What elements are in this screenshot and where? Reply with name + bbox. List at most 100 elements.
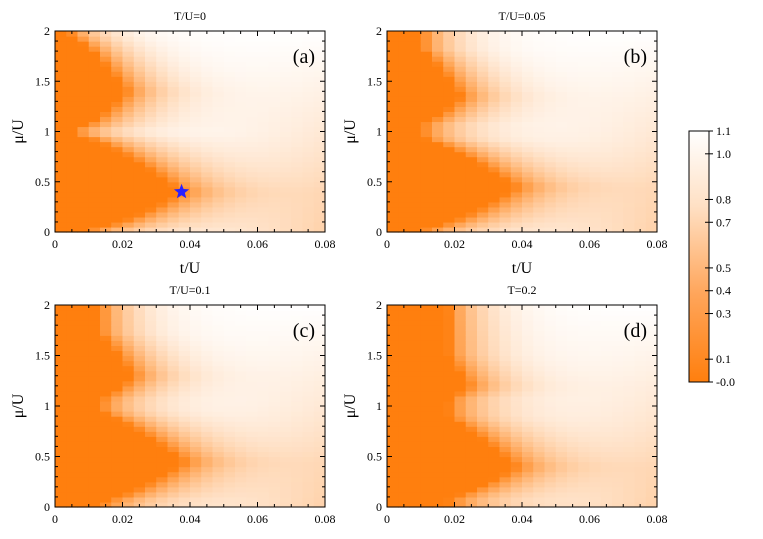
heatmap-cell: [111, 106, 124, 112]
heatmap-cell: [465, 411, 478, 417]
heatmap-cell: [88, 156, 101, 163]
heatmap-cell: [623, 151, 636, 158]
heatmap-cell: [612, 390, 624, 397]
heatmap-cell: [612, 46, 624, 52]
heatmap-cell: [578, 406, 591, 412]
heatmap-cell: [623, 431, 636, 437]
heatmap-cell: [201, 476, 214, 483]
heatmap-cell: [235, 131, 247, 138]
heatmap-cell: [268, 66, 281, 72]
heatmap-cell: [454, 71, 467, 77]
heatmap-cell: [432, 325, 444, 331]
heatmap-cell: [55, 416, 67, 422]
heatmap-cell: [167, 121, 180, 128]
heatmap-cell: [409, 325, 422, 331]
heatmap-cell: [178, 161, 191, 168]
heatmap-cell: [145, 191, 157, 198]
heatmap-cell: [302, 106, 315, 112]
heatmap-cell: [268, 486, 281, 493]
heatmap-cell: [409, 176, 422, 183]
heatmap-cell: [133, 156, 146, 163]
heatmap-cell: [544, 456, 557, 463]
heatmap-cell: [398, 91, 411, 97]
heatmap-cell: [111, 131, 124, 138]
heatmap-cell: [578, 451, 591, 458]
heatmap-cell: [510, 431, 523, 437]
heatmap-cell: [443, 320, 456, 326]
heatmap-cell: [257, 456, 270, 463]
heatmap-cell: [443, 315, 456, 321]
heatmap-cell: [589, 446, 602, 453]
heatmap-cell: [122, 206, 135, 213]
heatmap-cell: [313, 375, 326, 382]
heatmap-cell: [280, 436, 292, 442]
heatmap-cell: [454, 426, 467, 432]
heatmap-cell: [567, 375, 579, 382]
heatmap-cell: [302, 71, 315, 77]
heatmap-cell: [190, 446, 202, 453]
heatmap-cell: [88, 320, 101, 326]
heatmap-cell: [634, 325, 647, 331]
heatmap-cell: [66, 186, 79, 193]
heatmap-cell: [212, 461, 225, 468]
heatmap-cell: [454, 441, 467, 447]
heatmap-cell: [145, 375, 157, 382]
heatmap-cell: [522, 406, 534, 412]
heatmap-cell: [477, 226, 489, 233]
heatmap-cell: [387, 370, 399, 377]
heatmap-cell: [477, 191, 489, 198]
heatmap-cell: [313, 365, 326, 372]
heatmap-cell: [645, 206, 658, 213]
heatmap-cell: [212, 370, 225, 377]
heatmap-cell: [612, 431, 624, 437]
heatmap-cell: [280, 36, 292, 42]
heatmap-cell: [533, 106, 546, 112]
heatmap-cell: [420, 491, 433, 498]
heatmap-cell: [156, 395, 169, 402]
heatmap-cell: [398, 431, 411, 437]
heatmap-cell: [499, 441, 512, 447]
heatmap-cell: [291, 315, 304, 321]
heatmap-cell: [223, 61, 236, 67]
heatmap-cell: [522, 116, 534, 123]
heatmap-cell: [190, 36, 202, 42]
heatmap-cell: [477, 390, 489, 397]
heatmap-cell: [522, 201, 534, 208]
heatmap-cell: [55, 31, 67, 37]
heatmap-cell: [387, 196, 399, 203]
heatmap-cell: [313, 211, 326, 218]
heatmap-cell: [280, 91, 292, 97]
heatmap-cell: [589, 96, 602, 102]
heatmap-cell: [522, 315, 534, 321]
heatmap-cell: [454, 121, 467, 128]
heatmap-cell: [510, 446, 523, 453]
heatmap-cell: [499, 126, 512, 133]
heatmap-cell: [223, 171, 236, 178]
heatmap-cell: [567, 116, 579, 123]
heatmap-cell: [454, 471, 467, 478]
heatmap-cell: [477, 476, 489, 483]
heatmap-cell: [387, 146, 399, 153]
heatmap-cell: [201, 330, 214, 336]
heatmap-cell: [100, 36, 112, 42]
heatmap-cell: [212, 471, 225, 478]
heatmap-cell: [544, 61, 557, 67]
heatmap-cell: [578, 491, 591, 498]
heatmap-cell: [167, 96, 180, 102]
heatmap-cell: [645, 330, 658, 336]
heatmap-cell: [432, 431, 444, 437]
heatmap-cell: [555, 211, 568, 218]
heatmap-cell: [212, 390, 225, 397]
heatmap-cell: [510, 441, 523, 447]
heatmap-cell: [122, 146, 135, 153]
heatmap-cell: [600, 360, 613, 367]
heatmap-cell: [291, 146, 304, 153]
heatmap-cell: [145, 451, 157, 458]
heatmap-cell: [122, 161, 135, 168]
heatmap-cell: [145, 310, 157, 316]
heatmap-cell: [612, 320, 624, 326]
heatmap-cell: [398, 446, 411, 453]
heatmap-cell: [223, 31, 236, 37]
heatmap-cell: [212, 91, 225, 97]
heatmap-cell: [432, 206, 444, 213]
